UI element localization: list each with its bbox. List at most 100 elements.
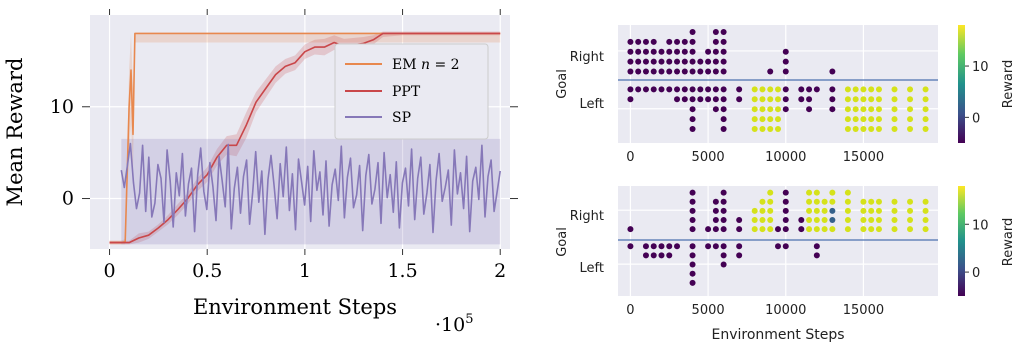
point-left	[697, 96, 704, 103]
point-left	[666, 252, 673, 259]
point-left	[689, 243, 696, 250]
point-left	[907, 96, 914, 103]
point-left	[689, 261, 696, 268]
scatter-bottom-ytick-left: Left	[580, 261, 604, 276]
legend-label-ppt: PPT	[392, 84, 421, 100]
point-left	[907, 125, 914, 132]
point-right	[720, 28, 727, 35]
scatter-top-ytick-right: Right	[570, 50, 604, 65]
x-tick-label: 10000	[765, 150, 806, 165]
point-right	[705, 68, 712, 75]
point-left	[875, 106, 882, 113]
scatter-top: Right Left Goal 0 5000 10000 15000 0 10 Rewa…	[555, 25, 1016, 165]
point-left	[759, 86, 766, 93]
point-left	[689, 279, 696, 286]
point-right	[642, 68, 649, 75]
point-right	[767, 216, 774, 223]
point-right	[821, 216, 828, 223]
point-right	[767, 189, 774, 196]
x-tick-label: 1.5	[387, 260, 417, 282]
point-left	[751, 116, 758, 123]
point-right	[844, 198, 851, 205]
point-left	[782, 243, 789, 250]
point-left	[681, 86, 688, 93]
point-right	[782, 48, 789, 55]
point-right	[860, 198, 867, 205]
point-right	[674, 48, 681, 55]
point-left	[852, 116, 859, 123]
point-right	[650, 38, 657, 45]
x-tick-label: 0	[626, 303, 634, 318]
point-right	[813, 226, 820, 233]
point-left	[922, 86, 929, 93]
point-right	[844, 189, 851, 196]
colorbar-tick-label: 0	[972, 111, 980, 126]
point-right	[650, 68, 657, 75]
point-left	[720, 116, 727, 123]
point-left	[751, 86, 758, 93]
point-right	[813, 198, 820, 205]
point-right	[759, 226, 766, 233]
x-tick-label: 15000	[843, 303, 884, 318]
point-right	[829, 198, 836, 205]
point-right	[720, 189, 727, 196]
point-left	[844, 96, 851, 103]
scatter-top-plot-area	[618, 25, 938, 143]
x-tick-label: 0	[103, 260, 115, 282]
point-left	[712, 243, 719, 250]
point-right	[697, 68, 704, 75]
scatter-bottom-ytick-right: Right	[570, 209, 604, 224]
point-right	[782, 226, 789, 233]
point-left	[868, 125, 875, 132]
point-right	[922, 207, 929, 214]
point-left	[922, 116, 929, 123]
point-right	[767, 207, 774, 214]
point-right	[806, 226, 813, 233]
point-right	[689, 189, 696, 196]
point-left	[813, 243, 820, 250]
point-right	[705, 48, 712, 55]
point-left	[627, 86, 634, 93]
point-right	[759, 207, 766, 214]
point-left	[891, 96, 898, 103]
x-tick-label: 1	[299, 260, 311, 282]
legend-label-sp: SP	[392, 110, 411, 126]
point-left	[658, 86, 665, 93]
point-left	[705, 96, 712, 103]
point-left	[767, 125, 774, 132]
point-right	[782, 189, 789, 196]
point-right	[922, 226, 929, 233]
point-right	[798, 226, 805, 233]
scatter-bottom-grid	[618, 186, 938, 296]
point-left	[852, 125, 859, 132]
point-left	[720, 96, 727, 103]
point-left	[759, 96, 766, 103]
point-right	[681, 48, 688, 55]
point-right	[782, 216, 789, 223]
point-left	[860, 106, 867, 113]
point-right	[642, 58, 649, 65]
point-left	[767, 116, 774, 123]
scatter-top-colorbar	[958, 25, 965, 143]
point-right	[712, 48, 719, 55]
point-left	[891, 116, 898, 123]
point-right	[681, 58, 688, 65]
point-right	[666, 58, 673, 65]
point-right	[751, 216, 758, 223]
point-right	[829, 189, 836, 196]
scatter-top-colorbar-ticks: 0 10	[965, 60, 989, 126]
colorbar-tick-label: 0	[972, 266, 980, 281]
point-right	[720, 68, 727, 75]
point-left	[844, 125, 851, 132]
point-left	[705, 86, 712, 93]
point-right	[868, 226, 875, 233]
point-right	[712, 58, 719, 65]
point-left	[666, 243, 673, 250]
point-right	[844, 207, 851, 214]
point-right	[806, 207, 813, 214]
point-left	[813, 86, 820, 93]
scatter-top-ylabel: Goal	[555, 69, 570, 99]
point-right	[875, 207, 882, 214]
point-right	[681, 38, 688, 45]
point-right	[712, 207, 719, 214]
